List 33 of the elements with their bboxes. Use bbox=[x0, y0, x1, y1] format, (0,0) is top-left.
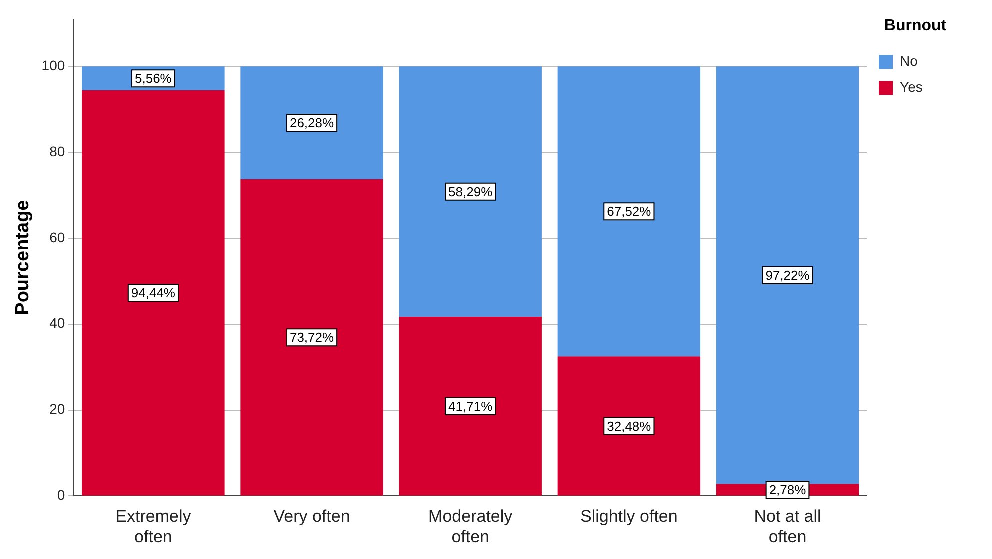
data-label: 26,28% bbox=[290, 116, 335, 131]
y-axis-title: Pourcentage bbox=[12, 200, 34, 316]
data-label: 67,52% bbox=[607, 204, 652, 220]
y-tick-label: 100 bbox=[42, 58, 66, 74]
data-label: 97,22% bbox=[766, 268, 810, 284]
y-tick-label: 0 bbox=[57, 487, 66, 504]
data-label: 41,71% bbox=[448, 398, 494, 414]
bar bbox=[558, 356, 701, 496]
data-label: 2,78% bbox=[769, 482, 807, 498]
y-tick-label: 20 bbox=[50, 401, 66, 418]
bar bbox=[82, 90, 225, 496]
legend-title: Burnout bbox=[884, 17, 948, 34]
x-tick-label: Very often bbox=[274, 507, 350, 526]
bar bbox=[716, 66, 860, 484]
bar bbox=[558, 66, 701, 357]
y-tick-label: 40 bbox=[50, 315, 66, 332]
bar bbox=[399, 317, 542, 496]
bar bbox=[240, 180, 384, 496]
x-tick-label: Not at all often bbox=[754, 507, 822, 546]
x-tick-label: Slightly often bbox=[580, 507, 678, 526]
data-label: 94,44% bbox=[131, 286, 176, 301]
x-tick-label: Extremely often bbox=[116, 507, 192, 546]
bar bbox=[240, 66, 384, 180]
bar bbox=[399, 66, 542, 318]
data-label: 5,56% bbox=[135, 71, 172, 86]
data-label: 58,29% bbox=[448, 184, 494, 200]
legend-label: Yes bbox=[900, 79, 954, 96]
data-label: 32,48% bbox=[607, 418, 652, 434]
data-label: 73,72% bbox=[290, 330, 335, 346]
legend-label: No bbox=[900, 53, 950, 70]
y-tick-label: 60 bbox=[50, 229, 66, 246]
y-tick-label: 80 bbox=[50, 143, 66, 160]
x-tick-label: Moderately often bbox=[428, 507, 514, 546]
